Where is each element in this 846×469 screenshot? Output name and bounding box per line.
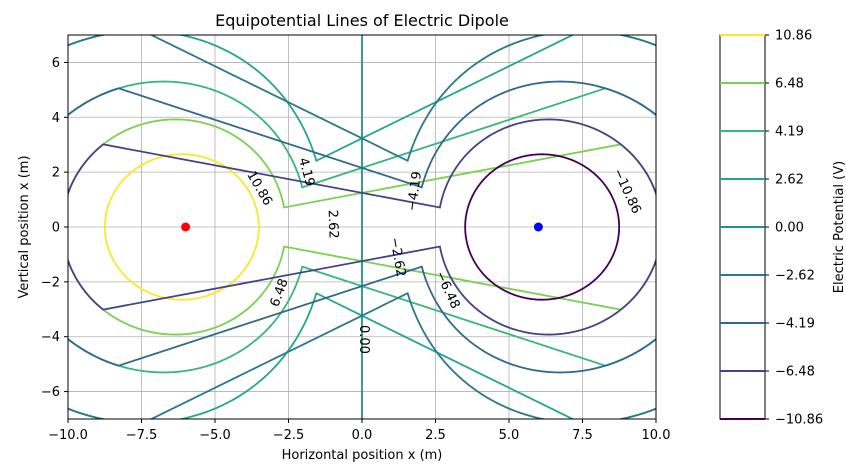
colorbar-tick-label: 0.00 xyxy=(775,221,804,236)
colorbar-tick-label: 4.19 xyxy=(775,125,804,140)
y-tick-label: −6 xyxy=(41,385,60,400)
y-axis-ticks: −6 −4 −2 0 2 4 6 xyxy=(41,56,68,400)
contour-line xyxy=(68,80,656,374)
colorbar: 10.86 6.48 4.19 2.62 0.00 −2.62 −4.19 −6.48 −10.… xyxy=(719,29,823,428)
contour-line xyxy=(103,153,260,301)
colorbar-tick-label: −4.19 xyxy=(775,317,815,332)
y-axis-label: Vertical position x (m) xyxy=(17,155,32,298)
contour-lines xyxy=(68,35,656,419)
colorbar-tick-label: −2.62 xyxy=(775,269,815,284)
colorbar-tick-label: −10.86 xyxy=(775,413,823,428)
contour-line xyxy=(68,35,656,419)
y-tick-label: 4 xyxy=(52,111,60,126)
x-axis-ticks: −10.0 −7.5 −5.0 −2.5 0.0 2.5 5.0 7.5 10.0 xyxy=(48,419,670,443)
charge-point xyxy=(533,222,543,232)
y-tick-label: −2 xyxy=(41,275,60,290)
contour-line xyxy=(464,153,621,301)
chart-title: Equipotential Lines of Electric Dipole xyxy=(215,11,509,30)
x-tick-label: −2.5 xyxy=(273,428,305,443)
contour-label: −10.86 xyxy=(610,166,644,216)
x-tick-label: −5.0 xyxy=(199,428,231,443)
contour-label: 4.19 xyxy=(295,156,317,188)
contour-line xyxy=(68,118,656,336)
charge-point xyxy=(181,222,191,232)
contour-line xyxy=(68,118,656,336)
x-axis-label: Horizontal position x (m) xyxy=(282,448,443,463)
colorbar-tick-label: 10.86 xyxy=(775,29,812,44)
colorbar-tick-label: 6.48 xyxy=(775,77,804,92)
contour-line xyxy=(68,80,656,374)
y-tick-label: −4 xyxy=(41,330,60,345)
colorbar-tick-label: −6.48 xyxy=(775,365,815,380)
contour-label: 2.62 xyxy=(325,210,341,239)
colorbar-tick-label: 2.62 xyxy=(775,173,804,188)
charge-markers xyxy=(181,222,543,232)
x-tick-label: −10.0 xyxy=(48,428,88,443)
contour-labels: 10.866.484.192.620.00−2.62−4.19−6.48−10.… xyxy=(243,156,643,354)
x-tick-label: 7.5 xyxy=(572,428,593,443)
x-tick-label: 10.0 xyxy=(642,428,671,443)
colorbar-label: Electric Potential (V) xyxy=(832,161,846,293)
contour-label: −4.19 xyxy=(405,171,425,213)
contour-label: 0.00 xyxy=(356,325,371,354)
y-tick-label: 6 xyxy=(52,56,60,71)
contour-line xyxy=(68,35,656,419)
y-tick-label: 2 xyxy=(52,166,60,181)
y-tick-label: 0 xyxy=(52,221,60,236)
x-tick-label: 2.5 xyxy=(425,428,446,443)
x-tick-label: −7.5 xyxy=(126,428,158,443)
x-tick-label: 5.0 xyxy=(499,428,520,443)
x-tick-label: 0.0 xyxy=(352,428,373,443)
contour-label: −2.62 xyxy=(386,236,408,278)
